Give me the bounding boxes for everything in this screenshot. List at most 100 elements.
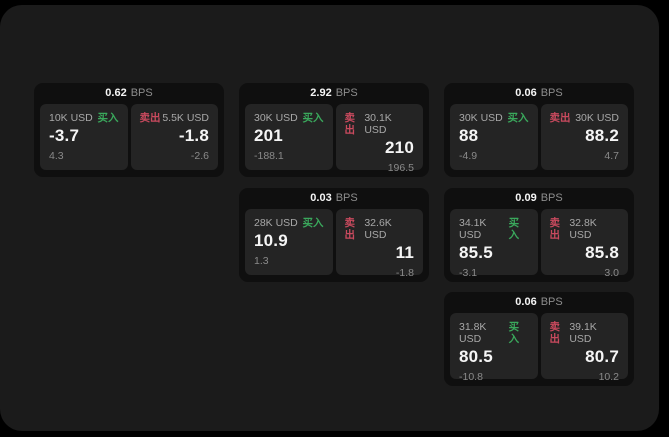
buy-quote-tile[interactable]: 30K USD 买入 88 -4.9 bbox=[450, 104, 538, 170]
sell-secondary-value: 10.2 bbox=[598, 371, 619, 383]
buy-secondary-value: 4.3 bbox=[49, 150, 64, 162]
card-header: 2.92 BPS bbox=[245, 83, 423, 104]
bps-unit-label: BPS bbox=[540, 87, 563, 99]
buy-amount: 10K USD bbox=[49, 112, 93, 124]
sell-side-label: 卖出 bbox=[549, 321, 561, 345]
card-header: 0.62 BPS bbox=[40, 83, 218, 104]
quote-panels: 34.1K USD 买入 85.5 -3.1 卖出 32.8K USD 85.8… bbox=[450, 209, 628, 279]
buy-secondary-value: -4.9 bbox=[459, 150, 478, 162]
bps-value: 0.03 bbox=[310, 192, 332, 204]
buy-secondary-value: 1.3 bbox=[254, 255, 269, 267]
quote-card-3: 0.03 BPS 28K USD 买入 10.9 1.3 卖出 32.6K US… bbox=[239, 188, 429, 282]
buy-amount: 30K USD bbox=[459, 112, 503, 124]
quote-panels: 31.8K USD 买入 80.5 -10.8 卖出 39.1K USD 80.… bbox=[450, 313, 628, 383]
buy-side-label: 买入 bbox=[508, 321, 520, 345]
sell-quote-tile[interactable]: 卖出 30K USD 88.2 4.7 bbox=[540, 104, 628, 170]
bps-value: 0.06 bbox=[515, 296, 537, 308]
sell-amount: 5.5K USD bbox=[162, 112, 209, 124]
bps-unit-label: BPS bbox=[130, 87, 153, 99]
sell-secondary-value: -1.8 bbox=[395, 267, 414, 279]
card-header: 0.06 BPS bbox=[450, 83, 628, 104]
card-header: 0.06 BPS bbox=[450, 292, 628, 313]
buy-price: 201 bbox=[254, 126, 283, 145]
quote-panels: 10K USD 买入 -3.7 4.3 卖出 5.5K USD -1.8 -2.… bbox=[40, 104, 218, 170]
sell-tile-header: 卖出 39.1K USD bbox=[550, 321, 620, 345]
buy-quote-tile[interactable]: 30K USD 买入 201 -188.1 bbox=[245, 104, 333, 170]
sell-secondary-value: -2.6 bbox=[190, 150, 209, 162]
card-header: 0.03 BPS bbox=[245, 188, 423, 209]
buy-quote-tile[interactable]: 31.8K USD 买入 80.5 -10.8 bbox=[450, 313, 538, 383]
bps-value: 2.92 bbox=[310, 87, 332, 99]
sell-side-label: 卖出 bbox=[344, 217, 356, 241]
buy-amount: 34.1K USD bbox=[459, 217, 487, 241]
quote-card-4: 0.09 BPS 34.1K USD 买入 85.5 -3.1 卖出 32.8K… bbox=[444, 188, 634, 282]
sell-quote-tile[interactable]: 卖出 30.1K USD 210 196.5 bbox=[335, 104, 423, 174]
sell-amount: 32.6K USD bbox=[364, 217, 392, 241]
card-header: 0.09 BPS bbox=[450, 188, 628, 209]
quote-card-0: 0.62 BPS 10K USD 买入 -3.7 4.3 卖出 5.5K USD… bbox=[34, 83, 224, 177]
quote-panels: 28K USD 买入 10.9 1.3 卖出 32.6K USD 11 -1.8 bbox=[245, 209, 423, 279]
bps-value: 0.09 bbox=[515, 192, 537, 204]
sell-side-label: 卖出 bbox=[549, 112, 571, 124]
buy-amount: 30K USD bbox=[254, 112, 298, 124]
buy-quote-tile[interactable]: 34.1K USD 买入 85.5 -3.1 bbox=[450, 209, 538, 279]
sell-side-label: 卖出 bbox=[139, 112, 161, 124]
buy-secondary-value: -10.8 bbox=[459, 371, 483, 383]
buy-tile-header: 30K USD 买入 bbox=[459, 112, 529, 124]
buy-tile-header: 28K USD 买入 bbox=[254, 217, 324, 229]
buy-tile-header: 34.1K USD 买入 bbox=[459, 217, 529, 241]
buy-price: 80.5 bbox=[459, 347, 493, 366]
buy-quote-tile[interactable]: 10K USD 买入 -3.7 4.3 bbox=[40, 104, 128, 170]
buy-quote-tile[interactable]: 28K USD 买入 10.9 1.3 bbox=[245, 209, 333, 275]
sell-tile-header: 卖出 32.6K USD bbox=[345, 217, 415, 241]
buy-price: 88 bbox=[459, 126, 479, 145]
sell-price: 210 bbox=[385, 138, 414, 157]
sell-amount: 39.1K USD bbox=[569, 321, 597, 345]
sell-tile-header: 卖出 30.1K USD bbox=[345, 112, 415, 136]
buy-amount: 28K USD bbox=[254, 217, 298, 229]
sell-tile-header: 卖出 32.8K USD bbox=[550, 217, 620, 241]
buy-side-label: 买入 bbox=[302, 112, 324, 124]
buy-price: 10.9 bbox=[254, 231, 288, 250]
sell-secondary-value: 3.0 bbox=[604, 267, 619, 279]
sell-tile-header: 卖出 5.5K USD bbox=[140, 112, 210, 124]
quote-card-2: 0.06 BPS 30K USD 买入 88 -4.9 卖出 30K USD 8… bbox=[444, 83, 634, 177]
sell-quote-tile[interactable]: 卖出 32.8K USD 85.8 3.0 bbox=[540, 209, 628, 279]
buy-tile-header: 30K USD 买入 bbox=[254, 112, 324, 124]
sell-price: 11 bbox=[395, 243, 414, 262]
sell-side-label: 卖出 bbox=[549, 217, 561, 241]
sell-amount: 32.8K USD bbox=[569, 217, 597, 241]
buy-side-label: 买入 bbox=[508, 217, 520, 241]
sell-price: 88.2 bbox=[585, 126, 619, 145]
buy-secondary-value: -3.1 bbox=[459, 267, 478, 279]
buy-tile-header: 10K USD 买入 bbox=[49, 112, 119, 124]
trading-window: 0.62 BPS 10K USD 买入 -3.7 4.3 卖出 5.5K USD… bbox=[0, 5, 659, 431]
bps-unit-label: BPS bbox=[335, 192, 358, 204]
buy-secondary-value: -188.1 bbox=[254, 150, 284, 162]
quote-card-5: 0.06 BPS 31.8K USD 买入 80.5 -10.8 卖出 39.1… bbox=[444, 292, 634, 386]
buy-side-label: 买入 bbox=[507, 112, 529, 124]
buy-tile-header: 31.8K USD 买入 bbox=[459, 321, 529, 345]
bps-unit-label: BPS bbox=[540, 192, 563, 204]
quote-card-1: 2.92 BPS 30K USD 买入 201 -188.1 卖出 30.1K … bbox=[239, 83, 429, 177]
sell-amount: 30.1K USD bbox=[364, 112, 392, 136]
sell-quote-tile[interactable]: 卖出 5.5K USD -1.8 -2.6 bbox=[130, 104, 218, 170]
buy-side-label: 买入 bbox=[302, 217, 324, 229]
bps-unit-label: BPS bbox=[335, 87, 358, 99]
bps-unit-label: BPS bbox=[540, 296, 563, 308]
buy-price: 85.5 bbox=[459, 243, 493, 262]
buy-price: -3.7 bbox=[49, 126, 80, 145]
bps-value: 0.62 bbox=[105, 87, 127, 99]
sell-quote-tile[interactable]: 卖出 32.6K USD 11 -1.8 bbox=[335, 209, 423, 279]
sell-secondary-value: 4.7 bbox=[604, 150, 619, 162]
sell-tile-header: 卖出 30K USD bbox=[550, 112, 620, 124]
buy-side-label: 买入 bbox=[97, 112, 119, 124]
buy-amount: 31.8K USD bbox=[459, 321, 487, 345]
quote-panels: 30K USD 买入 88 -4.9 卖出 30K USD 88.2 4.7 bbox=[450, 104, 628, 170]
sell-quote-tile[interactable]: 卖出 39.1K USD 80.7 10.2 bbox=[540, 313, 628, 383]
sell-price: 85.8 bbox=[585, 243, 619, 262]
quote-panels: 30K USD 买入 201 -188.1 卖出 30.1K USD 210 1… bbox=[245, 104, 423, 174]
bps-value: 0.06 bbox=[515, 87, 537, 99]
sell-amount: 30K USD bbox=[575, 112, 619, 124]
sell-price: -1.8 bbox=[178, 126, 209, 145]
